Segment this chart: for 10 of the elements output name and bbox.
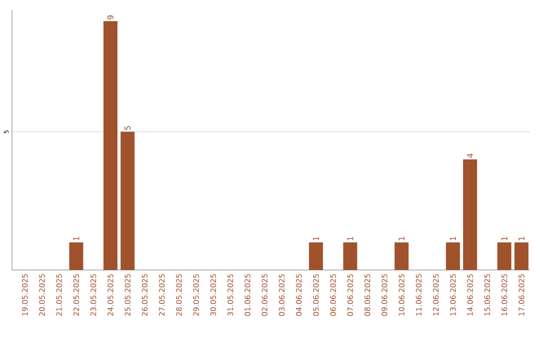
bar <box>446 242 460 270</box>
bar <box>463 159 478 270</box>
bar <box>497 242 512 270</box>
bar <box>343 242 358 270</box>
bar <box>103 21 118 270</box>
bar <box>120 132 135 270</box>
bar <box>69 242 84 270</box>
bar <box>394 242 409 270</box>
bar <box>308 242 323 270</box>
bar <box>514 242 528 270</box>
